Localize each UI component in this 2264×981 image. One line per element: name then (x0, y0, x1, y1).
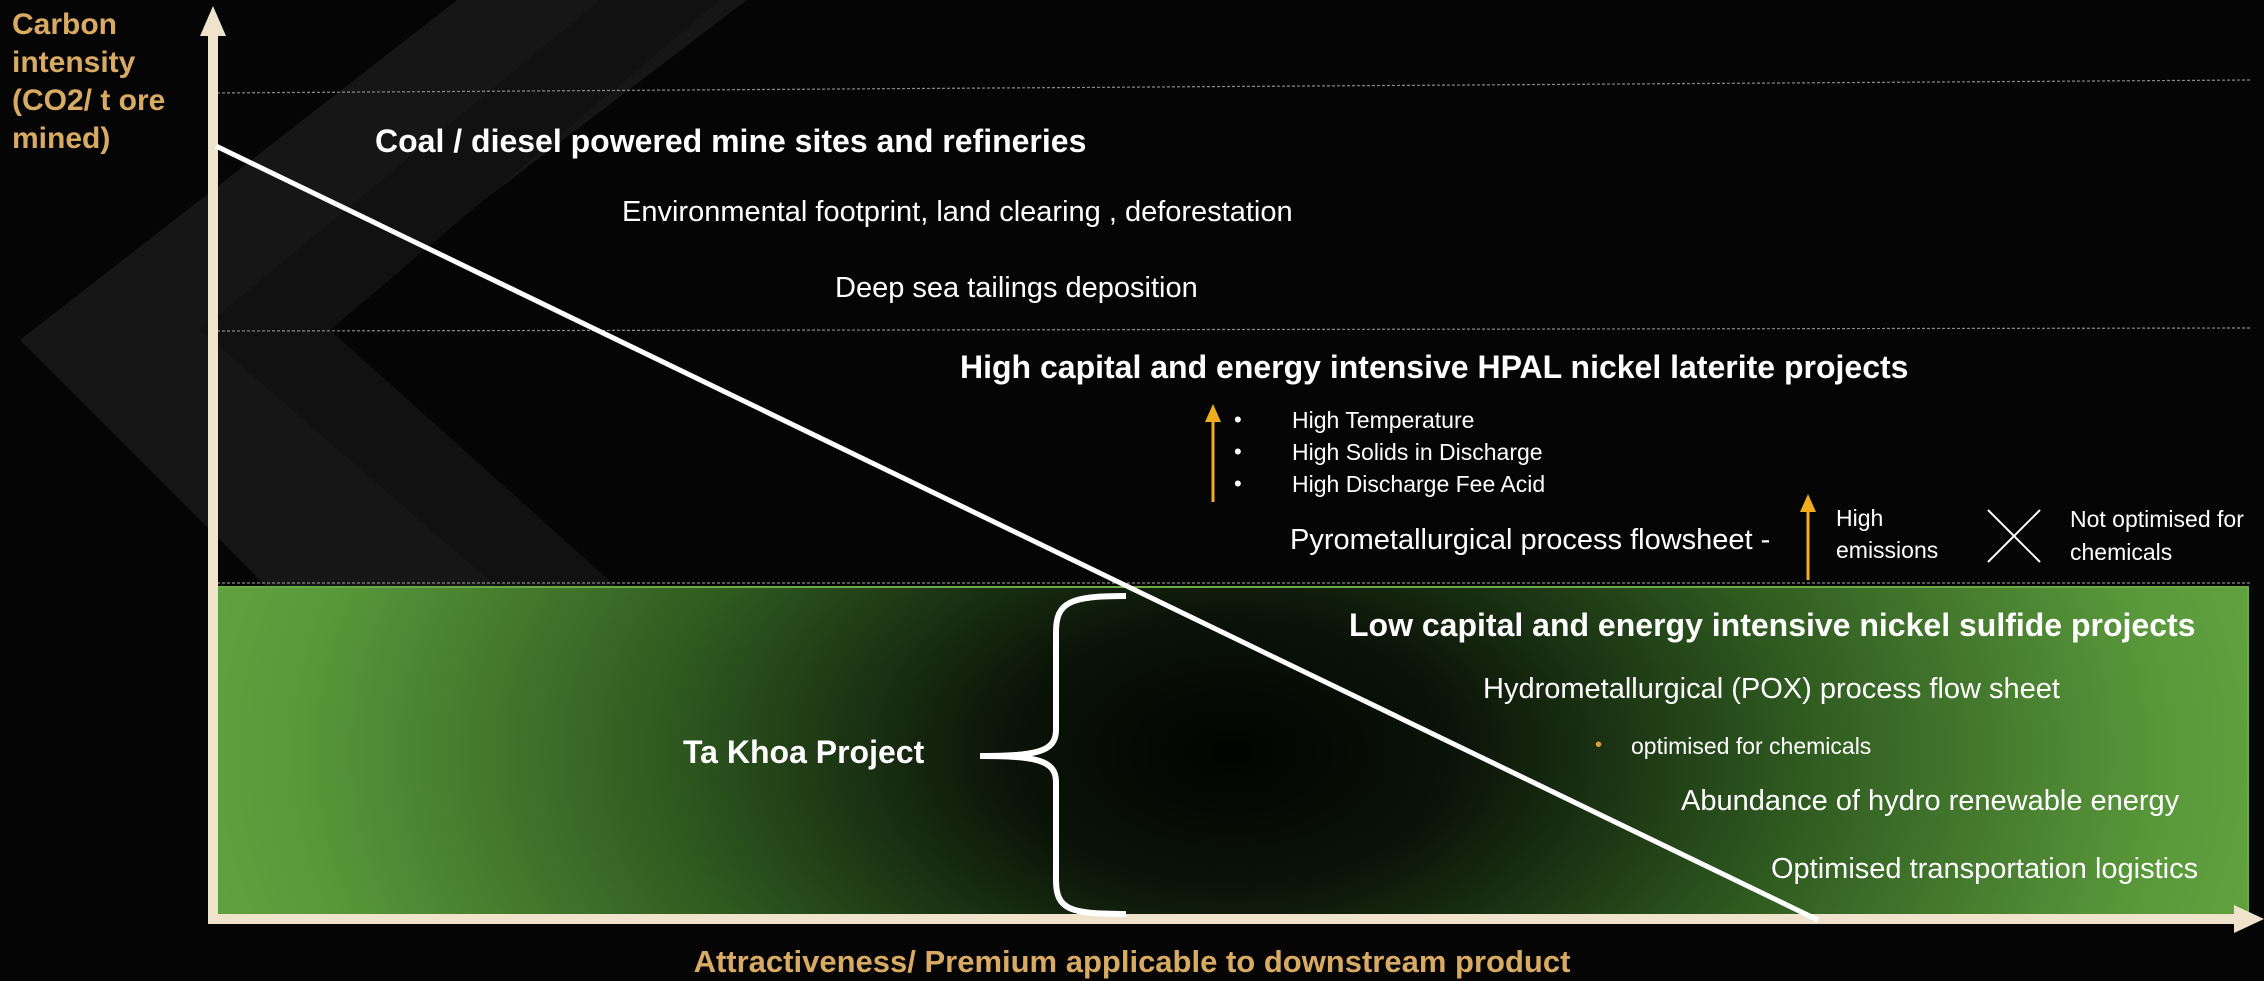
ta-khoa-brace (979, 593, 1127, 917)
orange-bullet-icon: • (1595, 734, 1603, 756)
bullet-high-temperature: High Temperature (1226, 404, 1545, 436)
hpal-bullet-list: High Temperature High Solids in Discharg… (1226, 404, 1545, 500)
ta-khoa-project-label: Ta Khoa Project (683, 734, 925, 770)
green-zone (214, 586, 2249, 918)
bottom-zone-item-hydro: Abundance of hydro renewable energy (1681, 785, 2180, 817)
bullet-high-discharge-acid: High Discharge Fee Acid (1226, 468, 1545, 500)
up-arrow-emissions (1800, 494, 1816, 580)
top-zone-heading: Coal / diesel powered mine sites and ref… (375, 123, 1087, 159)
not-optimised-label: Not optimised for chemicals (2070, 506, 2244, 565)
y-axis-title: Carbon intensity (CO2/ t ore mined) (12, 8, 166, 155)
x-axis (208, 914, 2242, 924)
bottom-zone-item-pox: Hydrometallurgical (POX) process flow sh… (1483, 673, 2060, 705)
zone-divider-middle (211, 327, 2251, 332)
bottom-zone-heading: Low capital and energy intensive nickel … (1349, 607, 2196, 643)
bullet-high-solids: High Solids in Discharge (1226, 436, 1545, 468)
top-zone-item-1: Environmental footprint, land clearing ,… (622, 196, 1293, 228)
x-axis-arrowhead (2234, 905, 2264, 933)
middle-zone-heading: High capital and energy intensive HPAL n… (960, 349, 1909, 385)
background-chevrons (20, 0, 747, 640)
bottom-zone-item-chemicals: optimised for chemicals (1631, 733, 1872, 759)
bottom-zone-item-logistics: Optimised transportation logistics (1771, 853, 2199, 885)
pyro-flowsheet-label: Pyrometallurgical process flowsheet - (1290, 524, 1771, 556)
y-axis-arrowhead (200, 6, 226, 36)
y-axis (208, 26, 218, 924)
trend-line (214, 143, 1820, 923)
cross-icon (1987, 509, 2041, 563)
high-emissions-label: High emissions (1836, 505, 1939, 563)
x-axis-title: Attractiveness/ Premium applicable to do… (693, 944, 1571, 979)
up-arrow-bullets (1205, 404, 1221, 502)
top-zone-item-2: Deep sea tailings deposition (835, 272, 1198, 304)
